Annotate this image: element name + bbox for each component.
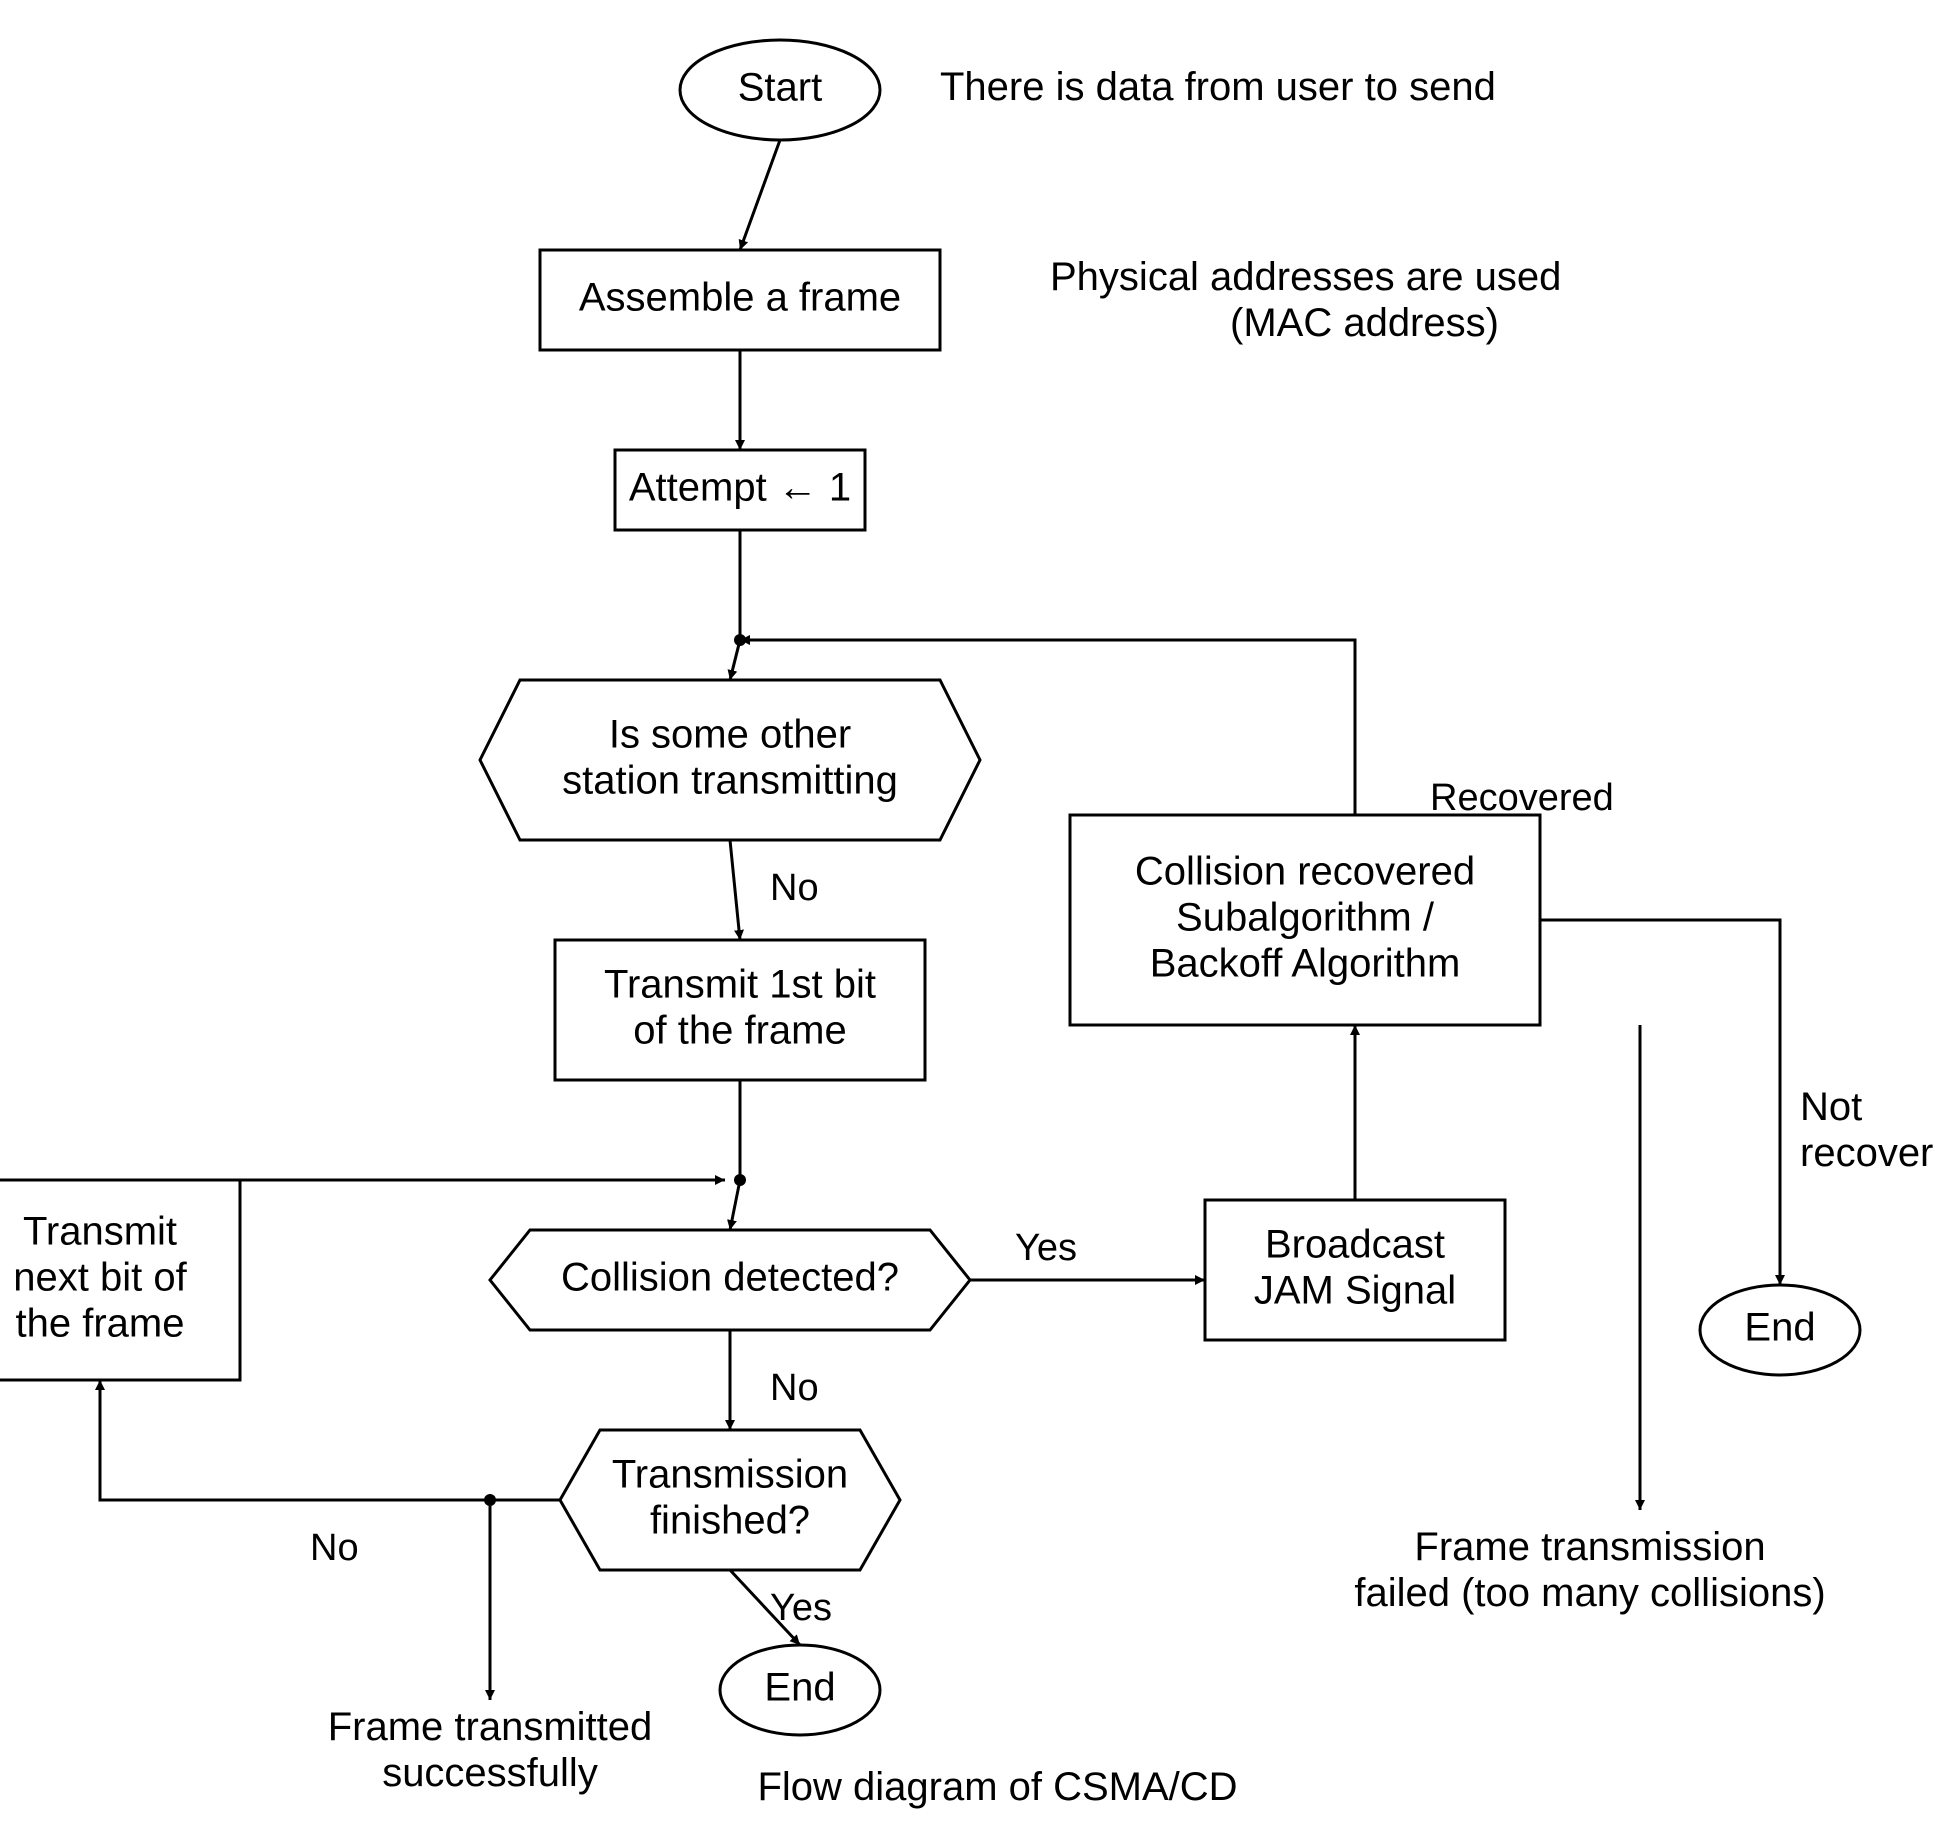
edge — [730, 640, 740, 680]
edge — [100, 1380, 560, 1500]
annotation-notrec: Not — [1800, 1085, 1862, 1129]
svg-text:Transmit 1st bit: Transmit 1st bit — [604, 963, 876, 1007]
svg-text:Collision detected?: Collision detected? — [561, 1256, 899, 1300]
svg-text:Collision recovered: Collision recovered — [1135, 850, 1475, 894]
annotation-success: Frame transmitted — [328, 1705, 653, 1749]
edge-label-yes1: Yes — [1015, 1227, 1077, 1269]
node-backoff: Collision recoveredSubalgorithm /Backoff… — [1070, 815, 1540, 1025]
svg-text:next bit of: next bit of — [13, 1256, 187, 1300]
svg-text:Subalgorithm /: Subalgorithm / — [1176, 896, 1435, 940]
svg-text:the frame: the frame — [16, 1302, 185, 1346]
svg-text:finished?: finished? — [650, 1499, 810, 1543]
edge-label-yes2: Yes — [770, 1587, 832, 1629]
svg-text:of the frame: of the frame — [633, 1009, 846, 1053]
node-assemble: Assemble a frame — [540, 250, 940, 350]
edge — [740, 140, 780, 250]
node-attempt: Attempt ← 1 — [615, 450, 865, 530]
edge-label-no2: No — [770, 1367, 819, 1409]
edge-label-recovered: Recovered — [1430, 777, 1614, 819]
edge — [1540, 920, 1780, 1285]
edge — [730, 840, 740, 940]
annotation-assemble_note: Physical addresses are used — [1050, 255, 1561, 299]
svg-text:station transmitting: station transmitting — [562, 759, 898, 803]
node-finished: Transmissionfinished? — [560, 1430, 900, 1570]
annotation-notrec: recovered — [1800, 1131, 1935, 1175]
edge-label-no1: No — [770, 867, 819, 909]
annotation-failed: failed (too many collisions) — [1354, 1571, 1825, 1615]
edge — [730, 1180, 740, 1230]
svg-text:Assemble a frame: Assemble a frame — [579, 276, 901, 320]
svg-text:End: End — [764, 1666, 835, 1710]
node-transmitting: Is some otherstation transmitting — [480, 680, 980, 840]
node-start: Start — [680, 40, 880, 140]
node-jam: BroadcastJAM Signal — [1205, 1200, 1505, 1340]
node-collision: Collision detected? — [490, 1230, 970, 1330]
edge-label-no3: No — [310, 1527, 359, 1569]
svg-text:Transmit: Transmit — [23, 1210, 177, 1254]
annotation-success: successfully — [382, 1751, 598, 1795]
node-end1: End — [720, 1645, 880, 1735]
svg-text:JAM Signal: JAM Signal — [1254, 1269, 1456, 1313]
annotation-assemble_note: (MAC address) — [1230, 301, 1499, 345]
svg-text:Start: Start — [738, 66, 822, 110]
diagram-title: Flow diagram of CSMA/CD — [757, 1765, 1237, 1809]
svg-text:Transmission: Transmission — [612, 1453, 848, 1497]
annotation-start_note: There is data from user to send — [940, 65, 1496, 109]
svg-text:Broadcast: Broadcast — [1265, 1223, 1445, 1267]
svg-text:Attempt ← 1: Attempt ← 1 — [629, 466, 851, 510]
node-nextbit: Transmitnext bit ofthe frame — [0, 1180, 240, 1380]
node-end2: End — [1700, 1285, 1860, 1375]
svg-text:End: End — [1744, 1306, 1815, 1350]
svg-text:Backoff Algorithm: Backoff Algorithm — [1150, 942, 1461, 986]
annotation-failed: Frame transmission — [1414, 1525, 1765, 1569]
node-transmit1st: Transmit 1st bitof the frame — [555, 940, 925, 1080]
svg-text:Is some other: Is some other — [609, 713, 851, 757]
